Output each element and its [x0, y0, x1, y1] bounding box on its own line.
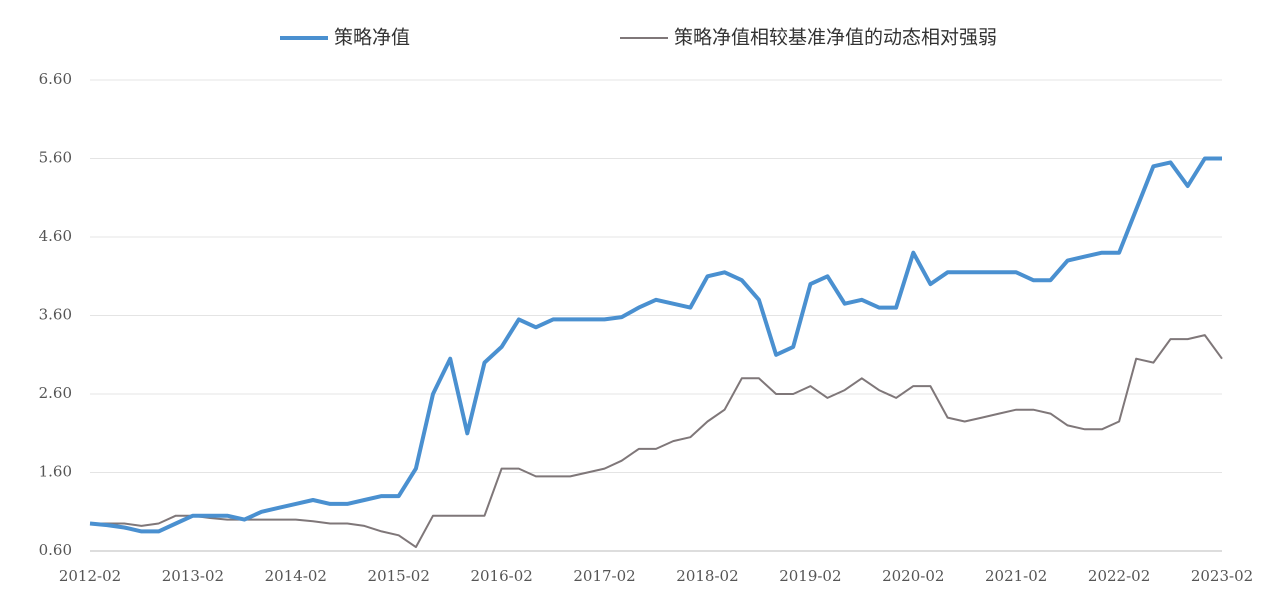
x-tick-label: 2017-02 — [573, 567, 635, 585]
y-tick-label: 0.60 — [39, 541, 72, 559]
x-tick-label: 2020-02 — [882, 567, 944, 585]
x-tick-label: 2012-02 — [59, 567, 121, 585]
x-tick-label: 2013-02 — [162, 567, 224, 585]
y-tick-label: 1.60 — [39, 463, 72, 481]
y-tick-label: 2.60 — [39, 384, 72, 402]
y-tick-label: 6.60 — [39, 70, 72, 88]
x-tick-label: 2018-02 — [676, 567, 738, 585]
series-line — [89, 156, 1222, 534]
legend: 策略净值 策略净值相较基准净值的动态相对强弱 — [280, 27, 997, 49]
series-line — [90, 334, 1223, 549]
x-tick-label: 2021-02 — [985, 567, 1047, 585]
x-tick-label: 2022-02 — [1088, 567, 1150, 585]
legend-label: 策略净值 — [334, 27, 410, 49]
y-tick-label: 3.60 — [39, 306, 72, 324]
x-tick-label: 2015-02 — [368, 567, 430, 585]
legend-label: 策略净值相较基准净值的动态相对强弱 — [674, 27, 997, 49]
y-tick-label: 5.60 — [39, 149, 72, 167]
x-tick-label: 2016-02 — [470, 567, 532, 585]
y-tick-label: 4.60 — [39, 227, 72, 245]
x-tick-label: 2014-02 — [265, 567, 327, 585]
x-tick-label: 2023-02 — [1191, 567, 1253, 585]
x-tick-label: 2019-02 — [779, 567, 841, 585]
